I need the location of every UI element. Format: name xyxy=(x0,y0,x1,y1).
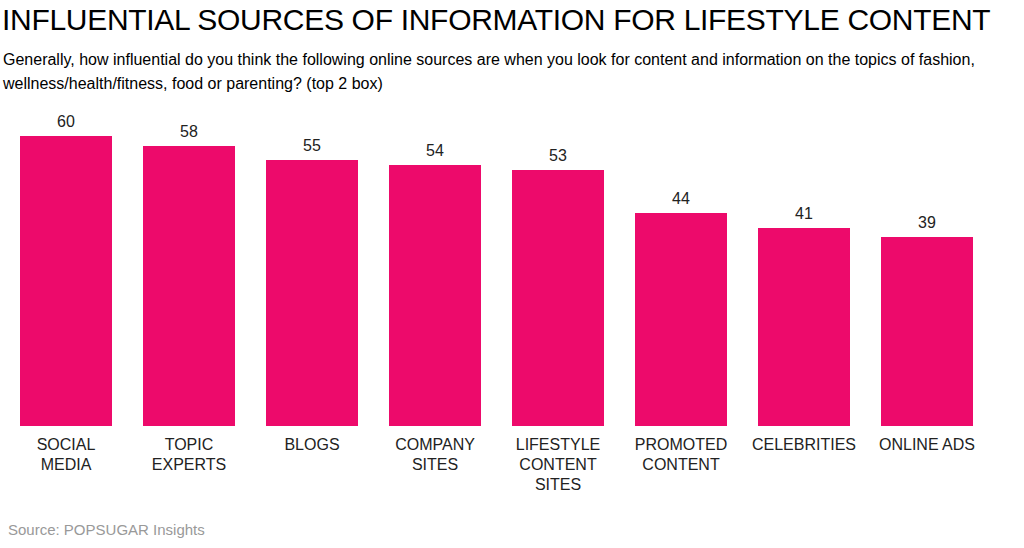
bar-value-label: 39 xyxy=(918,213,936,232)
bar-value-label: 60 xyxy=(57,112,75,131)
bar-rect xyxy=(143,146,235,426)
bar-category-label: PROMOTED CONTENT xyxy=(626,426,736,495)
bar-column: 39 ONLINE ADS xyxy=(881,213,973,495)
bar-rect xyxy=(20,136,112,426)
chart-page: INFLUENTIAL SOURCES OF INFORMATION FOR L… xyxy=(0,0,1024,548)
bar-category-label: CELEBRITIES xyxy=(749,426,859,495)
bar-column: 55 BLOGS xyxy=(266,136,358,495)
bar-rect xyxy=(389,165,481,426)
bar-column: 58 TOPIC EXPERTS xyxy=(143,122,235,495)
bar-rect xyxy=(635,213,727,426)
bar-category-label: LIFESTYLE CONTENT SITES xyxy=(503,426,613,495)
bar-category-label: BLOGS xyxy=(257,426,367,495)
bar-rect xyxy=(881,237,973,426)
chart-subtitle: Generally, how influential do you think … xyxy=(3,48,1015,96)
bar-category-label: SOCIAL MEDIA xyxy=(11,426,121,495)
bar-value-label: 41 xyxy=(795,204,813,223)
bar-value-label: 53 xyxy=(549,146,567,165)
bar-value-label: 55 xyxy=(303,136,321,155)
bar-value-label: 54 xyxy=(426,141,444,160)
source-note: Source: POPSUGAR Insights xyxy=(8,521,1024,538)
bar-column: 44 PROMOTED CONTENT xyxy=(635,189,727,495)
bar-category-label: TOPIC EXPERTS xyxy=(134,426,244,495)
chart-title: INFLUENTIAL SOURCES OF INFORMATION FOR L… xyxy=(2,4,1024,36)
bar-category-label: COMPANY SITES xyxy=(380,426,490,495)
bar-rect xyxy=(266,160,358,426)
bar-value-label: 58 xyxy=(180,122,198,141)
bar-column: 41 CELEBRITIES xyxy=(758,204,850,495)
bar-column: 54 COMPANY SITES xyxy=(389,141,481,495)
bar-rect xyxy=(512,170,604,426)
bar-value-label: 44 xyxy=(672,189,690,208)
bar-rect xyxy=(758,228,850,426)
bar-column: 60 SOCIAL MEDIA xyxy=(20,112,112,495)
bar-category-label: ONLINE ADS xyxy=(872,426,982,495)
bar-column: 53 LIFESTYLE CONTENT SITES xyxy=(512,146,604,495)
bar-chart: 60 SOCIAL MEDIA 58 TOPIC EXPERTS 55 BLOG… xyxy=(20,112,1024,495)
